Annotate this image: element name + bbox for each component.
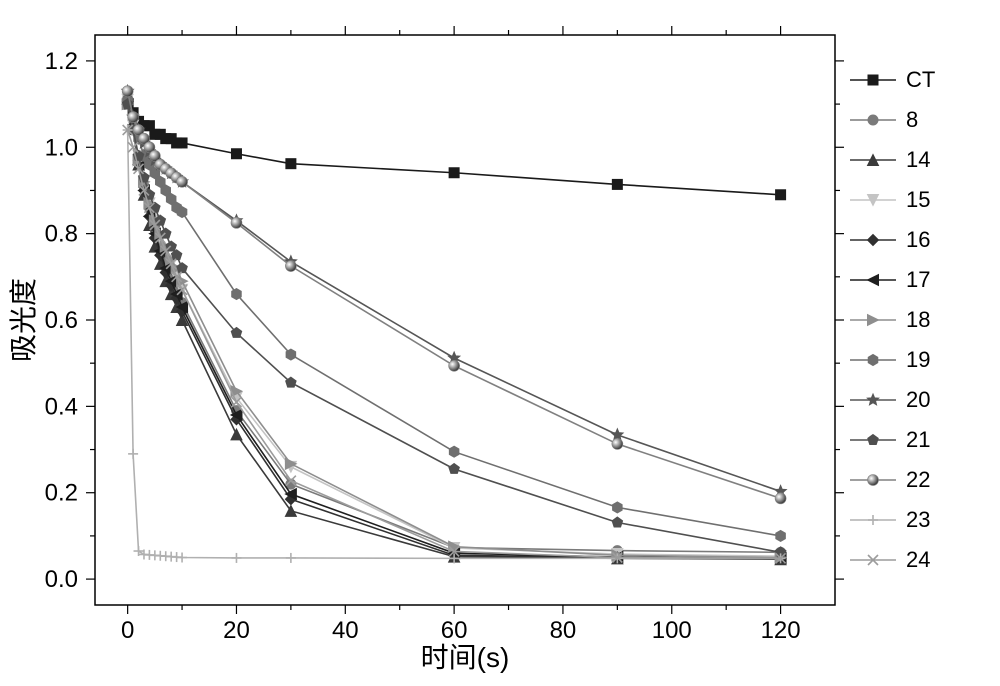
- legend-label: 17: [906, 267, 930, 292]
- legend-label: 14: [906, 147, 930, 172]
- y-axis-label: 吸光度: [8, 278, 39, 362]
- y-tick-label: 0.0: [45, 566, 78, 593]
- plot-area: [122, 85, 786, 565]
- legend-label: 18: [906, 307, 930, 332]
- series-16: [122, 94, 786, 564]
- series-22: [122, 86, 786, 504]
- x-tick-label: 60: [441, 617, 468, 644]
- x-tick-label: 20: [223, 617, 250, 644]
- x-axis-label: 时间(s): [421, 642, 510, 673]
- x-tick-label: 0: [121, 617, 134, 644]
- y-tick-label: 1.0: [45, 134, 78, 161]
- series-24: [123, 125, 786, 563]
- legend-label: 8: [906, 107, 918, 132]
- series-14: [122, 90, 786, 565]
- legend-label: 22: [906, 467, 930, 492]
- series-15: [122, 94, 786, 561]
- legend-label: 19: [906, 347, 930, 372]
- series-23: [123, 125, 786, 563]
- x-tick-label: 120: [761, 617, 801, 644]
- legend-label: 23: [906, 507, 930, 532]
- chart-root: 0 20 40 60 80 100 120 0.0 0.2 0.4 0.6 0.8 1.0 1.2 时间(s…: [0, 0, 1000, 686]
- legend-label: 21: [906, 427, 930, 452]
- x-tick-label: 100: [652, 617, 692, 644]
- series-19: [123, 94, 785, 541]
- x-tick-label: 80: [550, 617, 577, 644]
- legend-label: 24: [906, 547, 930, 572]
- legend-label: CT: [906, 67, 935, 92]
- line-chart: 0 20 40 60 80 100 120 0.0 0.2 0.4 0.6 0.8 1.0 1.2 时间(s…: [0, 0, 1000, 686]
- x-tick-label: 40: [332, 617, 359, 644]
- y-tick-label: 0.6: [45, 307, 78, 334]
- y-tick-label: 0.8: [45, 221, 78, 248]
- series-20: [122, 85, 786, 496]
- legend: CT 8 14 15 16 17 18 19 20 21 22 23 24: [850, 67, 935, 572]
- legend-label: 15: [906, 187, 930, 212]
- legend-label: 20: [906, 387, 930, 412]
- y-tick-label: 0.4: [45, 393, 78, 420]
- legend-label: 16: [906, 227, 930, 252]
- series-CT: [123, 99, 786, 200]
- y-tick-label: 0.2: [45, 480, 78, 507]
- y-tick-label: 1.2: [45, 48, 78, 75]
